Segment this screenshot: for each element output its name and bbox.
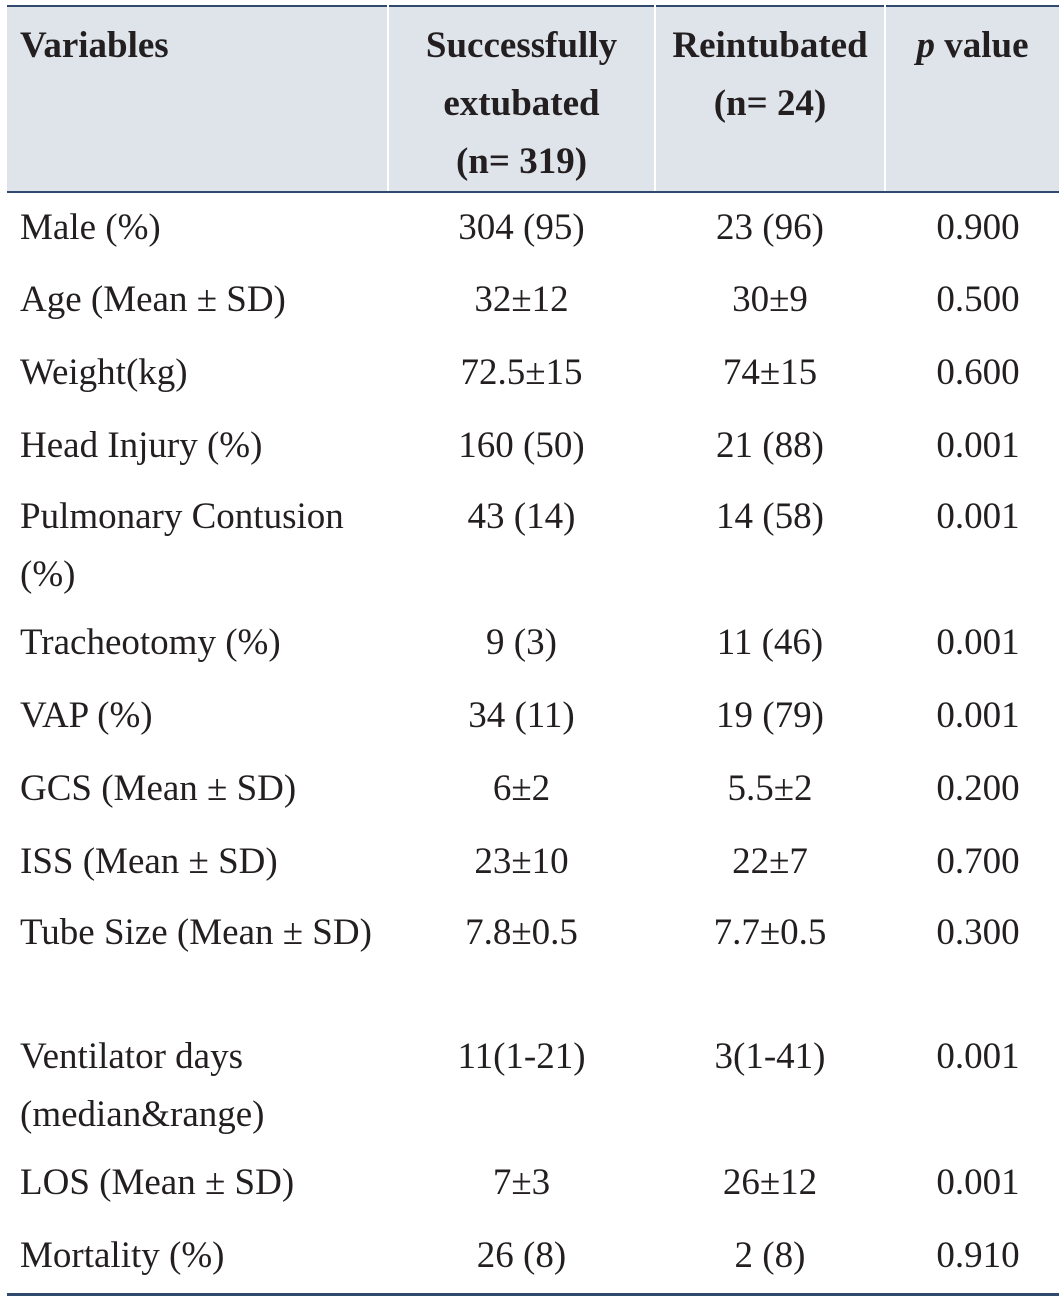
- cell-successfully-extubated: 11(1-21): [457, 1036, 586, 1077]
- cell-variable: VAP (%): [20, 695, 153, 736]
- table-row: GCS (Mean ± SD) 6±2 5.5±2 0.200: [7, 754, 1059, 827]
- header-p-italic: p: [916, 25, 935, 66]
- cell-reintubated: 14 (58): [716, 496, 824, 537]
- header-reint-line-2: (n= 24): [713, 83, 827, 124]
- header-successfully-extubated: Successfully extubated (n= 319): [388, 6, 656, 193]
- cell-variable: Age (Mean ± SD): [20, 279, 286, 320]
- cell-successfully-extubated: 34 (11): [468, 695, 575, 736]
- table-row: Weight(kg) 72.5±15 74±15 0.600: [7, 338, 1059, 411]
- cell-p-value: 0.200: [936, 768, 1020, 809]
- header-success-line-3: (n= 319): [455, 141, 588, 182]
- table-row: Pulmonary Contusion (%) 43 (14) 14 (58) 0.0…: [7, 484, 1059, 608]
- cell-p-value: 0.001: [936, 622, 1020, 663]
- cell-p-value: 0.001: [936, 1036, 1020, 1077]
- cell-successfully-extubated: 304 (95): [458, 207, 585, 248]
- cell-reintubated: 23 (96): [716, 207, 824, 248]
- cell-successfully-extubated: 160 (50): [458, 425, 585, 466]
- cell-p-value: 0.500: [936, 279, 1020, 320]
- cell-p-value: 0.001: [936, 695, 1020, 736]
- cell-variable: LOS (Mean ± SD): [20, 1162, 295, 1203]
- cell-p-value: 0.700: [936, 841, 1020, 882]
- cell-successfully-extubated: 72.5±15: [460, 352, 583, 393]
- header-p-rest: value: [934, 25, 1029, 66]
- cell-reintubated: 2 (8): [734, 1235, 806, 1276]
- cell-successfully-extubated: 9 (3): [486, 622, 557, 663]
- cell-successfully-extubated: 6±2: [492, 768, 551, 809]
- cell-successfully-extubated: 26 (8): [476, 1235, 567, 1276]
- cell-successfully-extubated: 23±10: [474, 841, 569, 882]
- cell-variable: Mortality (%): [20, 1235, 225, 1276]
- header-success-line-2: extubated: [443, 83, 600, 124]
- cell-reintubated: 26±12: [722, 1162, 818, 1203]
- cell-reintubated: 74±15: [722, 352, 818, 393]
- cell-p-value: 0.001: [936, 496, 1020, 537]
- cell-variable: Pulmonary Contusion (%): [20, 496, 344, 595]
- cell-variable: Male (%): [20, 207, 161, 248]
- cell-variable: ISS (Mean ± SD): [20, 841, 278, 882]
- cell-p-value: 0.001: [936, 425, 1020, 466]
- table-row: VAP (%) 34 (11) 19 (79) 0.001: [7, 681, 1059, 754]
- table-row: Head Injury (%) 160 (50) 21 (88) 0.001: [7, 411, 1059, 484]
- cell-variable: GCS (Mean ± SD): [20, 768, 297, 809]
- table-row: Male (%) 304 (95) 23 (96) 0.900: [7, 192, 1059, 265]
- cell-reintubated: 22±7: [732, 841, 808, 882]
- cell-reintubated: 19 (79): [716, 695, 824, 736]
- table-row: Tracheotomy (%) 9 (3) 11 (46) 0.001: [7, 608, 1059, 681]
- header-reintubated: Reintubated (n= 24): [655, 6, 886, 193]
- cell-successfully-extubated: 43 (14): [467, 496, 576, 537]
- cell-reintubated: 7.7±0.5: [713, 912, 827, 953]
- table-row: Tube Size (Mean ± SD) 7.8±0.5 7.7±0.5 0.300: [7, 900, 1059, 1024]
- cell-reintubated: 11 (46): [716, 622, 824, 663]
- cell-variable: Tube Size (Mean ± SD): [20, 912, 372, 953]
- data-table: Variables Successfully extubated (n= 319…: [7, 5, 1059, 1296]
- table-row: LOS (Mean ± SD) 7±3 26±12 0.001: [7, 1148, 1059, 1221]
- table-row: Mortality (%) 26 (8) 2 (8) 0.910: [7, 1221, 1059, 1294]
- cell-successfully-extubated: 32±12: [474, 279, 569, 320]
- header-variables: Variables: [7, 6, 389, 193]
- cell-variable: Tracheotomy (%): [20, 622, 281, 663]
- table-row: ISS (Mean ± SD) 23±10 22±7 0.700: [7, 827, 1059, 900]
- table-row: Age (Mean ± SD) 32±12 30±9 0.500: [7, 265, 1059, 338]
- cell-p-value: 0.910: [936, 1235, 1020, 1276]
- cell-p-value: 0.001: [936, 1162, 1020, 1203]
- table-body: Male (%) 304 (95) 23 (96) 0.900 Age (Mean ± …: [7, 192, 1059, 1294]
- cell-reintubated: 3(1-41): [714, 1036, 826, 1077]
- cell-p-value: 0.600: [936, 352, 1020, 393]
- cell-variable: Ventilator days (median&range): [20, 1036, 265, 1135]
- cell-successfully-extubated: 7.8±0.5: [465, 912, 578, 953]
- cell-successfully-extubated: 7±3: [492, 1162, 551, 1203]
- header-reint-line-1: Reintubated: [672, 25, 868, 66]
- header-success-line-1: Successfully: [425, 25, 618, 66]
- header-p-value: p value: [885, 6, 1059, 193]
- cell-variable: Head Injury (%): [20, 425, 263, 466]
- cell-reintubated: 30±9: [732, 279, 808, 320]
- cell-reintubated: 5.5±2: [727, 768, 813, 809]
- cell-variable: Weight(kg): [20, 352, 188, 393]
- cell-p-value: 0.900: [936, 207, 1020, 248]
- header-variables-label: Variables: [20, 25, 169, 66]
- cell-reintubated: 21 (88): [716, 425, 824, 466]
- table-header: Variables Successfully extubated (n= 319…: [7, 6, 1059, 193]
- cell-p-value: 0.300: [936, 912, 1020, 953]
- header-row: Variables Successfully extubated (n= 319…: [7, 6, 1059, 193]
- table-row: Ventilator days (median&range) 11(1-21) 3(…: [7, 1024, 1059, 1148]
